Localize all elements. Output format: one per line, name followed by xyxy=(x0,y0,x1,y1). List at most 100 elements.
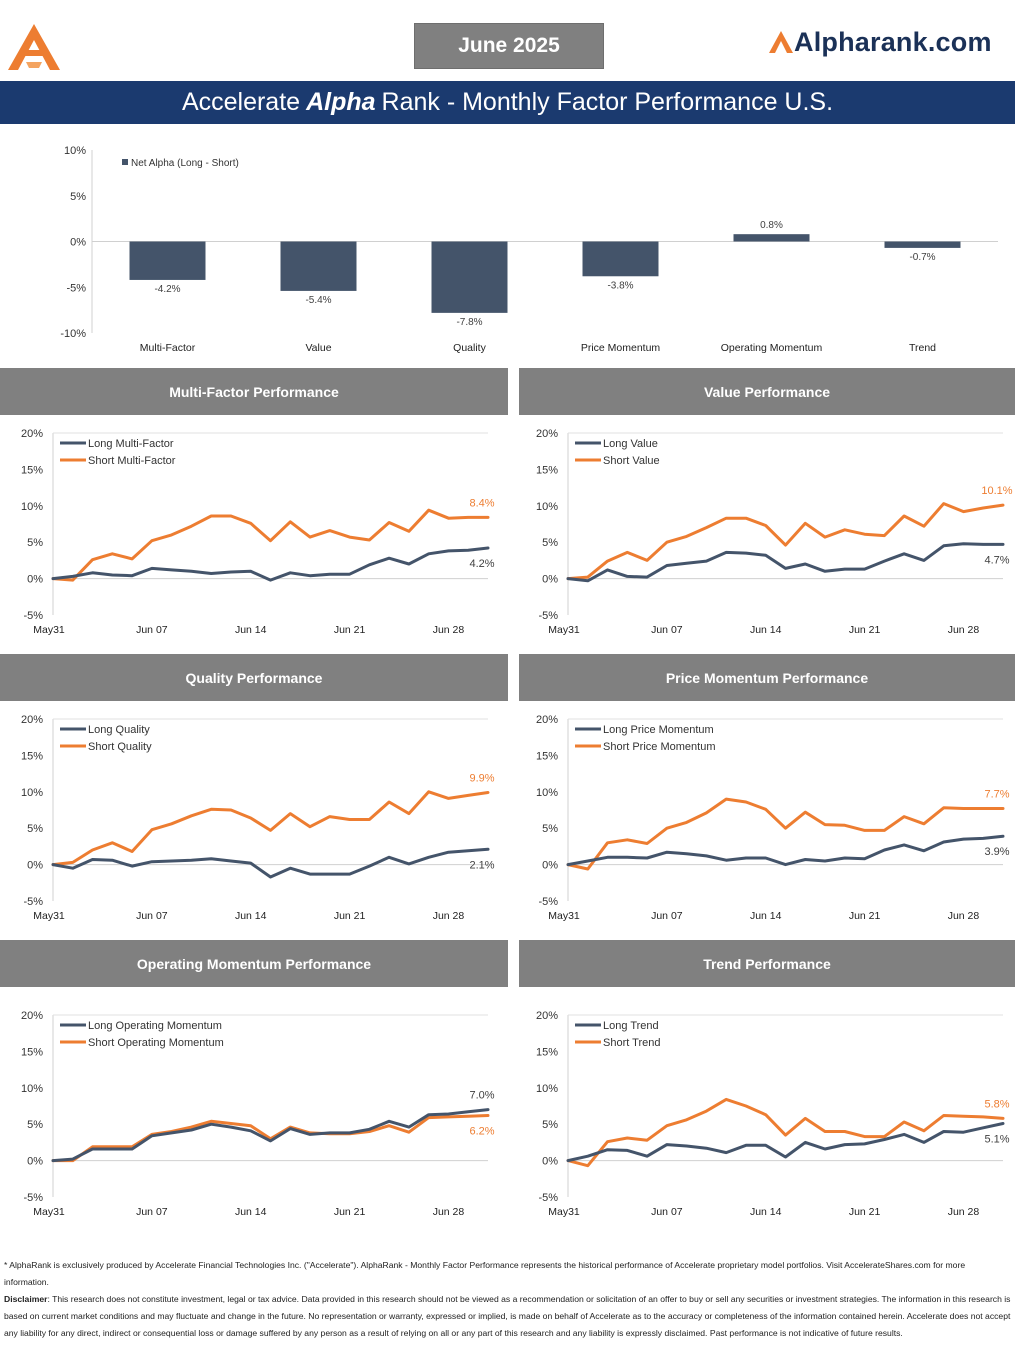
y-tick-label: 20% xyxy=(536,714,558,726)
legend-label: Long Multi-Factor xyxy=(88,438,174,450)
bar-trend xyxy=(884,241,961,248)
series-line-long-trend xyxy=(566,1122,1005,1163)
legend-label: Long Trend xyxy=(603,1020,659,1032)
x-tick-label: Jun 28 xyxy=(433,910,465,922)
bar-multi-factor xyxy=(129,241,206,280)
y-tick-label: 0% xyxy=(27,1156,43,1168)
end-value-label: 9.9% xyxy=(469,773,494,785)
end-value-label: 4.7% xyxy=(984,554,1009,566)
end-value-label: 2.1% xyxy=(469,859,494,871)
x-tick-label: Jun 14 xyxy=(750,624,782,636)
y-tick-label: 15% xyxy=(536,1046,558,1058)
x-tick-label: Jun 14 xyxy=(750,910,782,922)
series-line-short-trend xyxy=(566,1097,1005,1168)
trend-line-chart: 20% 15% 10% 5% 0% -5% May31 Jun 07 Jun 14 Jun 21 J… xyxy=(536,1010,1010,1218)
series-line-long-value xyxy=(566,542,1005,583)
bar-operating-momentum xyxy=(733,234,810,242)
y-tick-label: 5% xyxy=(542,823,558,835)
category-label: Quality xyxy=(453,342,486,354)
end-value-label: 5.1% xyxy=(984,1133,1009,1145)
category-label: Multi-Factor xyxy=(140,342,196,354)
x-tick-label: Jun 07 xyxy=(136,1206,168,1218)
bar-value-label: -0.7% xyxy=(909,252,935,263)
legend-label: Short Operating Momentum xyxy=(88,1037,224,1049)
panel-title-operating-momentum: Operating Momentum Performance xyxy=(0,940,508,987)
x-tick-label: May31 xyxy=(33,624,65,636)
series-line-short-value xyxy=(566,502,1005,581)
y-tick-label: 15% xyxy=(21,1046,43,1058)
x-tick-label: Jun 07 xyxy=(651,1206,683,1218)
x-tick-label: Jun 14 xyxy=(750,1206,782,1218)
end-value-label: 7.0% xyxy=(469,1090,494,1102)
end-value-label: 10.1% xyxy=(981,485,1012,497)
legend-label: Net Alpha (Long - Short) xyxy=(131,158,239,169)
series-line-short-quality xyxy=(51,790,490,867)
x-tick-label: Jun 14 xyxy=(235,624,267,636)
panel-title-price-momentum: Price Momentum Performance xyxy=(519,654,1015,701)
end-value-label: 4.2% xyxy=(469,558,494,570)
bar-value-label: -4.2% xyxy=(154,284,180,295)
y-tick-label: 5% xyxy=(27,537,43,549)
y-tick-label: 15% xyxy=(21,464,43,476)
x-tick-label: Jun 07 xyxy=(651,910,683,922)
operating-momentum-line-chart: 20% 15% 10% 5% 0% -5% May31 Jun 07 Jun 14 Jun 21 J… xyxy=(21,1010,495,1218)
x-tick-label: Jun 07 xyxy=(136,910,168,922)
x-tick-label: May31 xyxy=(548,910,580,922)
category-label: Trend xyxy=(909,342,936,354)
x-tick-label: Jun 14 xyxy=(235,1206,267,1218)
x-tick-label: May31 xyxy=(33,1206,65,1218)
x-tick-label: Jun 07 xyxy=(651,624,683,636)
legend-label: Long Value xyxy=(603,438,658,450)
category-label: Value xyxy=(305,342,331,354)
brand-logo[interactable]: Alpharank.com xyxy=(768,24,992,60)
legend-label: Short Price Momentum xyxy=(603,741,715,753)
y-tick-label: -5% xyxy=(538,610,558,622)
end-value-label: 7.7% xyxy=(984,789,1009,801)
price-momentum-line-chart: 20% 15% 10% 5% 0% -5% May31 Jun 07 Jun 14 Jun 21 J… xyxy=(536,714,1010,922)
series-line-short-multi-factor xyxy=(51,508,490,582)
legend-label: Short Quality xyxy=(88,741,152,753)
series-line-short-price-momentum xyxy=(566,797,1005,871)
category-label: Price Momentum xyxy=(581,342,661,354)
bar-value xyxy=(280,241,357,291)
y-tick-label: 5% xyxy=(27,1119,43,1131)
y-tick-label: 0% xyxy=(542,1156,558,1168)
x-tick-label: Jun 28 xyxy=(948,1206,980,1218)
legend-swatch xyxy=(122,159,128,165)
y-tick-label: -5% xyxy=(538,1192,558,1204)
series-line-short-operating-momentum xyxy=(51,1114,490,1163)
multi-factor-line-chart: 20% 15% 10% 5% 0% -5% May31 Jun 07 Jun 14 Jun 21 J… xyxy=(21,428,495,636)
x-tick-label: May31 xyxy=(548,1206,580,1218)
x-tick-label: Jun 28 xyxy=(433,1206,465,1218)
y-tick-label: 15% xyxy=(536,464,558,476)
y-tick-label: 15% xyxy=(21,750,43,762)
panel-title-value: Value Performance xyxy=(519,368,1015,415)
category-label: Operating Momentum xyxy=(721,342,823,354)
page-title: Accelerate Alpha Rank - Monthly Factor P… xyxy=(0,81,1015,124)
y-tick-label: -5% xyxy=(23,896,43,908)
y-tick-label: -5% xyxy=(23,1192,43,1204)
y-tick-label: 10% xyxy=(21,787,43,799)
end-value-label: 5.8% xyxy=(984,1098,1009,1110)
x-tick-label: Jun 07 xyxy=(136,624,168,636)
y-tick-label: 10% xyxy=(536,787,558,799)
y-tick-label: 10% xyxy=(536,501,558,513)
disclaimer-label: Disclaimer xyxy=(4,1294,48,1304)
brand-name: Alpharank.com xyxy=(794,26,992,57)
y-tick-label: -5% xyxy=(23,610,43,622)
y-tick-label: -10% xyxy=(60,328,86,340)
y-tick-label: 0% xyxy=(542,860,558,872)
y-tick-label: 5% xyxy=(542,1119,558,1131)
alpharank-logo-icon xyxy=(769,31,793,53)
y-tick-label: -5% xyxy=(538,896,558,908)
series-line-long-price-momentum xyxy=(566,834,1005,867)
x-tick-label: May31 xyxy=(33,910,65,922)
value-line-chart: 20% 15% 10% 5% 0% -5% May31 Jun 07 Jun 14 Jun 21 J… xyxy=(536,428,1013,636)
series-line-long-multi-factor xyxy=(51,546,490,582)
y-tick-label: 10% xyxy=(536,1083,558,1095)
y-tick-label: -5% xyxy=(66,282,86,294)
bar-value-label: -3.8% xyxy=(607,280,633,291)
y-tick-label: 10% xyxy=(64,145,86,157)
x-tick-label: Jun 21 xyxy=(334,624,366,636)
y-tick-label: 20% xyxy=(536,428,558,440)
